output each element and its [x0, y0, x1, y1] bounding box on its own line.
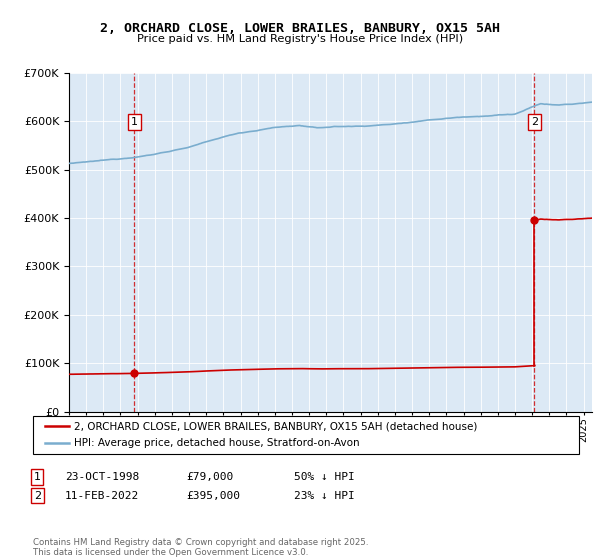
Text: 23-OCT-1998: 23-OCT-1998	[65, 472, 139, 482]
Text: 1: 1	[131, 117, 138, 127]
Text: 23% ↓ HPI: 23% ↓ HPI	[294, 491, 355, 501]
Text: 1: 1	[34, 472, 41, 482]
Text: £79,000: £79,000	[186, 472, 233, 482]
Text: 2: 2	[34, 491, 41, 501]
Text: Price paid vs. HM Land Registry's House Price Index (HPI): Price paid vs. HM Land Registry's House …	[137, 34, 463, 44]
Text: 50% ↓ HPI: 50% ↓ HPI	[294, 472, 355, 482]
Text: Contains HM Land Registry data © Crown copyright and database right 2025.
This d: Contains HM Land Registry data © Crown c…	[33, 538, 368, 557]
Text: £395,000: £395,000	[186, 491, 240, 501]
Text: 2, ORCHARD CLOSE, LOWER BRAILES, BANBURY, OX15 5AH: 2, ORCHARD CLOSE, LOWER BRAILES, BANBURY…	[100, 22, 500, 35]
Text: 11-FEB-2022: 11-FEB-2022	[65, 491, 139, 501]
Text: HPI: Average price, detached house, Stratford-on-Avon: HPI: Average price, detached house, Stra…	[74, 438, 359, 448]
Text: 2, ORCHARD CLOSE, LOWER BRAILES, BANBURY, OX15 5AH (detached house): 2, ORCHARD CLOSE, LOWER BRAILES, BANBURY…	[74, 421, 477, 431]
Text: 2: 2	[530, 117, 538, 127]
